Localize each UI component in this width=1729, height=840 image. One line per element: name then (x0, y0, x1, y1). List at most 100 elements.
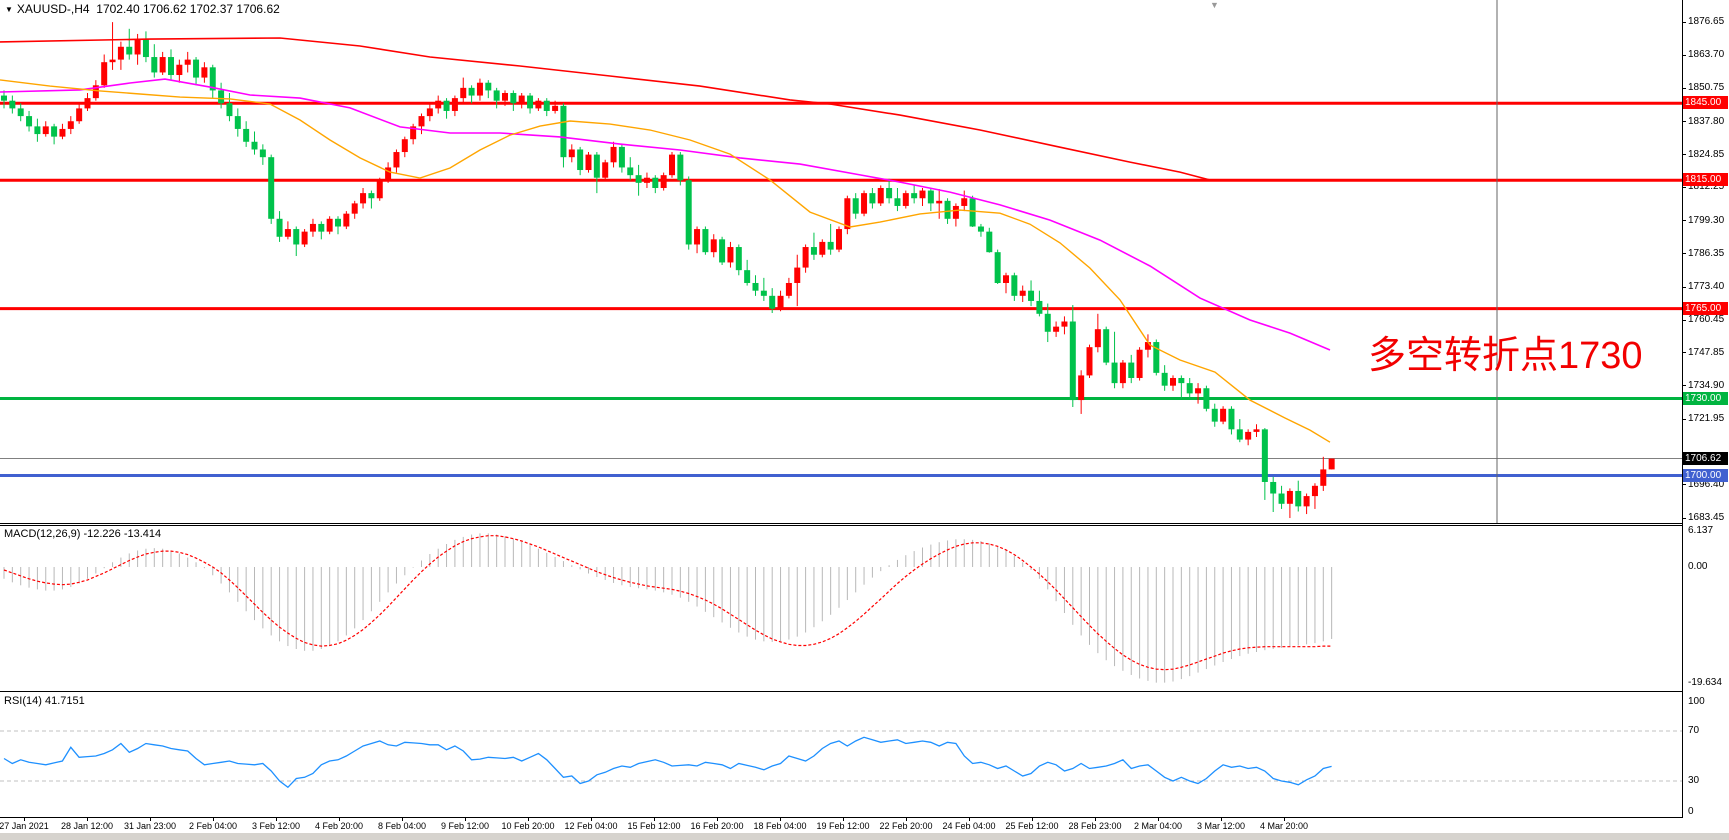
candle-body (201, 67, 208, 78)
candle-body (418, 116, 425, 127)
chart-title: ▼ XAUUSD-,H4 1702.40 1706.62 1702.37 1706… (5, 2, 280, 16)
main-price-chart[interactable] (0, 0, 1682, 525)
candle-body (552, 105, 559, 111)
candle-body (577, 149, 584, 171)
candle-body (284, 229, 291, 237)
candle-body (126, 46, 133, 55)
rsi-axis-label: 30 (1688, 775, 1700, 786)
candle-body (510, 92, 517, 104)
time-tick-label: 3 Mar 12:00 (1196, 821, 1246, 831)
candle-body (1328, 458, 1335, 470)
candle-body (67, 121, 74, 129)
candle-body (134, 39, 141, 55)
price-tick-label: 1696.40 (1688, 478, 1725, 490)
candle-body (309, 223, 316, 232)
ma-red-line[interactable] (0, 37, 1211, 181)
candle-body (844, 198, 851, 230)
candle-body (1144, 342, 1151, 350)
ma-magenta-line[interactable] (0, 78, 1331, 351)
price-axis[interactable]: 1876.65 1863.70 1850.75 1837.80 1824.85 1812.… (1682, 0, 1729, 818)
current-price-label: 1706.62 (1683, 451, 1728, 465)
candle-body (326, 218, 333, 232)
candle-body (1253, 429, 1260, 432)
time-tick-label: 9 Feb 12:00 (440, 821, 490, 831)
candle-body (1286, 490, 1293, 504)
candle-body (226, 103, 233, 117)
candle-body (9, 100, 16, 109)
price-tick-mark (1682, 54, 1686, 56)
candle-body (1211, 408, 1218, 422)
time-tick-label: 18 Feb 04:00 (753, 821, 807, 831)
candle-body (710, 239, 717, 253)
symbol-dropdown-icon: ▼ (5, 5, 13, 14)
time-tick-mark (906, 818, 907, 821)
candle-body (927, 190, 934, 204)
candle-body (385, 167, 392, 181)
candle-body (426, 108, 433, 117)
time-tick-label: 8 Feb 04:00 (377, 821, 427, 831)
candle-body (1044, 313, 1051, 332)
time-axis[interactable]: 27 Jan 2021 28 Jan 12:00 31 Jan 23:00 2 Feb… (0, 818, 1682, 833)
time-tick-mark (654, 818, 655, 821)
candle-body (1028, 290, 1035, 301)
candle-body (1261, 429, 1268, 482)
macd-panel[interactable] (0, 525, 1682, 692)
candle-body (251, 141, 258, 150)
candle-body (301, 231, 308, 245)
window-bottom-strip (0, 833, 1729, 840)
candle-body (476, 82, 483, 96)
price-tick-mark (1682, 87, 1686, 89)
rsi-panel[interactable] (0, 692, 1682, 818)
candle-body (243, 128, 250, 142)
macd-axis-label: -19.634 (1688, 677, 1722, 688)
candle-body (618, 146, 625, 168)
candle-body (1161, 372, 1168, 386)
time-tick-label: 3 Feb 12:00 (251, 821, 301, 831)
price-tick-mark (1682, 319, 1686, 321)
time-tick-label: 4 Feb 20:00 (314, 821, 364, 831)
candle-body (1103, 329, 1110, 363)
candle-body (109, 59, 116, 63)
macd-signal-line (3, 535, 1332, 671)
price-tick-label: 1863.70 (1688, 49, 1725, 61)
candle-body (610, 146, 617, 163)
candle-body (1019, 290, 1026, 296)
time-tick-label: 28 Feb 23:00 (1068, 821, 1122, 831)
symbol-timeframe: XAUUSD-,H4 (16, 2, 90, 16)
candle-body (994, 252, 1001, 283)
ma-orange-line[interactable] (0, 79, 1331, 443)
time-tick-mark (780, 818, 781, 821)
price-tick-label: 1812.25 (1688, 181, 1725, 193)
candle-body (1236, 429, 1243, 440)
candle-body (1086, 347, 1093, 376)
candle-body (451, 98, 458, 111)
price-tick-mark (1682, 517, 1686, 519)
macd-indicator-label: MACD(12,26,9) -12.226 -13.414 (4, 528, 162, 540)
price-tick-mark (1682, 121, 1686, 123)
annotation-text[interactable]: 多空转折点1730 (1368, 335, 1643, 377)
price-tick-mark (1682, 418, 1686, 420)
time-tick-mark (843, 818, 844, 821)
time-tick-label: 10 Feb 20:00 (501, 821, 555, 831)
candle-body (1245, 431, 1252, 440)
candle-body (1053, 326, 1060, 332)
candle-body (1069, 321, 1076, 401)
candle-body (176, 64, 183, 76)
candle-body (259, 149, 266, 158)
price-tick-label: 1773.40 (1688, 281, 1725, 293)
candle-body (719, 239, 726, 263)
candle-body (51, 126, 58, 137)
candle-body (986, 231, 993, 253)
rsi-axis-label: 0 (1688, 806, 1694, 817)
price-tick-label: 1760.45 (1688, 314, 1725, 326)
price-tick-mark (1682, 154, 1686, 156)
candle-body (819, 241, 826, 255)
price-tick-label: 1837.80 (1688, 115, 1725, 127)
time-tick-mark (1095, 818, 1096, 821)
candle-body (1078, 375, 1085, 401)
candle-body (1061, 321, 1068, 327)
time-tick-label: 19 Feb 12:00 (816, 821, 870, 831)
candle-body (393, 152, 400, 168)
candle-body (1111, 362, 1118, 384)
candle-body (602, 162, 609, 178)
